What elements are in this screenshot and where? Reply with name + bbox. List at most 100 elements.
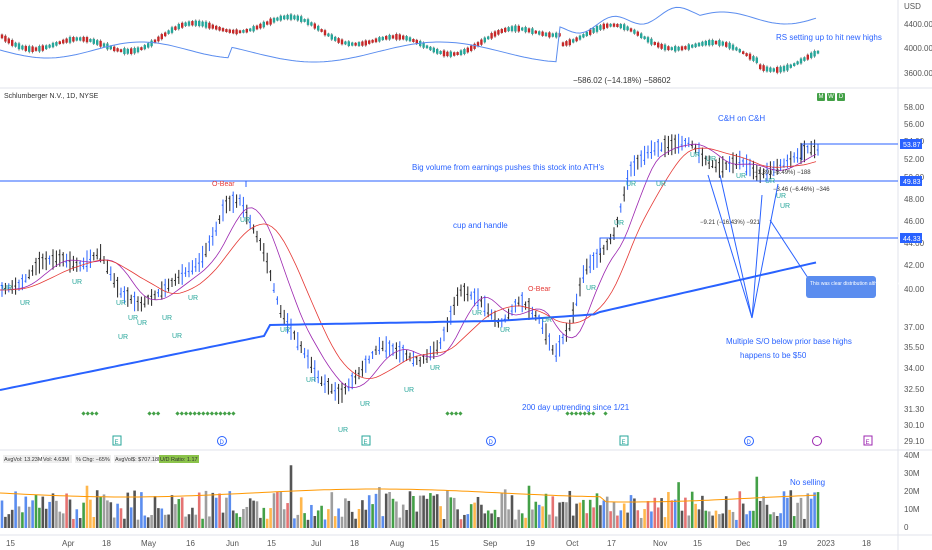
volume-bar bbox=[599, 505, 602, 528]
dividend-marker[interactable] bbox=[486, 436, 496, 446]
index-candle bbox=[279, 15, 282, 21]
timeframe-w-button[interactable]: W bbox=[827, 93, 835, 101]
earnings-marker[interactable] bbox=[863, 435, 873, 446]
volume-bar bbox=[527, 485, 531, 528]
volume-bar bbox=[663, 517, 667, 528]
volume-bar bbox=[439, 506, 442, 528]
ur-label: UR bbox=[626, 181, 636, 188]
index-candle bbox=[650, 38, 653, 45]
index-candle bbox=[286, 14, 289, 20]
ur-label: UR bbox=[430, 365, 440, 372]
index-candle bbox=[776, 67, 779, 73]
index-candle bbox=[786, 64, 789, 71]
index-candle bbox=[21, 45, 24, 50]
volume-bar bbox=[616, 515, 619, 528]
volume-bar bbox=[4, 516, 7, 528]
index-candle bbox=[803, 57, 806, 61]
volume-bar bbox=[299, 497, 303, 528]
earnings-marker[interactable] bbox=[619, 435, 629, 446]
volume-bar bbox=[639, 517, 643, 528]
diamond-marker bbox=[94, 411, 99, 416]
index-candle bbox=[68, 36, 72, 43]
index-candle bbox=[541, 31, 544, 36]
volume-y-tick: 20M bbox=[904, 487, 920, 496]
volume-bar bbox=[150, 515, 153, 528]
index-candle bbox=[330, 34, 333, 40]
index-candle bbox=[381, 36, 384, 41]
volume-bar bbox=[415, 511, 419, 528]
volume-bar bbox=[503, 489, 507, 528]
price-y-tick: 58.00 bbox=[904, 103, 925, 112]
volume-bar bbox=[412, 495, 415, 528]
index-candle bbox=[425, 45, 429, 49]
volume-bar bbox=[41, 496, 45, 528]
index-candle bbox=[48, 44, 51, 48]
volume-bar bbox=[146, 517, 150, 528]
dividend-marker[interactable] bbox=[744, 436, 754, 446]
index-candle bbox=[317, 25, 320, 31]
volume-bar bbox=[738, 491, 742, 528]
index-candle bbox=[504, 27, 507, 32]
index-candle bbox=[718, 40, 721, 46]
volume-bar bbox=[136, 519, 140, 528]
index-candle bbox=[602, 23, 605, 30]
volume-bar bbox=[194, 514, 198, 528]
index-candle bbox=[643, 36, 646, 40]
index-candle bbox=[79, 37, 82, 41]
split-marker[interactable] bbox=[812, 436, 822, 446]
volume-bar bbox=[119, 508, 123, 528]
index-candle bbox=[606, 23, 609, 28]
time-axis: 15 Apr 18 May 16 Jun 15 Jul 18 Aug 15 Sep 19 Oct 17 Nov… bbox=[6, 539, 871, 548]
volume-bar bbox=[350, 511, 354, 528]
earnings-marker[interactable] bbox=[112, 435, 122, 446]
diamond-marker bbox=[586, 411, 592, 416]
time-axis-label: 18 bbox=[350, 539, 359, 548]
volume-bar bbox=[99, 496, 102, 528]
index-candle bbox=[211, 24, 214, 29]
volume-bar bbox=[755, 476, 759, 528]
volume-bar bbox=[31, 500, 34, 528]
volume-bar bbox=[184, 516, 187, 528]
volume-y-tick: 30M bbox=[904, 469, 920, 478]
volume-bar bbox=[622, 503, 626, 528]
dividend-marker[interactable] bbox=[217, 436, 227, 446]
volume-bar bbox=[340, 516, 344, 528]
index-candle bbox=[313, 23, 316, 29]
diamond-marker bbox=[603, 411, 608, 416]
index-candle bbox=[813, 50, 816, 57]
index-candle bbox=[272, 17, 276, 23]
ur-label: UR bbox=[614, 220, 624, 227]
volume-bar bbox=[310, 504, 313, 528]
ch-note: C&H on C&H bbox=[718, 114, 765, 123]
diamond-marker bbox=[205, 411, 210, 416]
index-candle bbox=[221, 28, 225, 32]
ur-label: UR bbox=[765, 178, 775, 185]
timeframe-m-button[interactable]: M bbox=[817, 93, 825, 101]
volume-bar bbox=[381, 516, 385, 528]
diamond-marker bbox=[231, 411, 236, 416]
volume-bar bbox=[259, 517, 262, 528]
volume-bar bbox=[520, 513, 524, 528]
volume-bar bbox=[789, 490, 793, 528]
index-candle bbox=[633, 29, 636, 34]
volume-bar bbox=[27, 506, 31, 528]
index-candle bbox=[306, 19, 310, 25]
timeframe-d-button[interactable]: D bbox=[837, 93, 845, 101]
index-candle bbox=[402, 35, 405, 40]
index-candle bbox=[446, 51, 449, 57]
volume-bar bbox=[235, 513, 238, 528]
ur-label: UR bbox=[306, 377, 316, 384]
volume-y-tick: 0 bbox=[904, 523, 909, 532]
volume-bar bbox=[55, 500, 58, 528]
index-candle bbox=[796, 61, 799, 65]
index-candle bbox=[238, 30, 242, 34]
volume-bar bbox=[578, 502, 582, 528]
index-candle bbox=[742, 51, 745, 54]
volume-bar bbox=[779, 513, 782, 528]
price-y-tick: 52.00 bbox=[904, 155, 925, 164]
earnings-marker[interactable] bbox=[361, 435, 371, 446]
index-candle bbox=[745, 53, 748, 57]
volume-bar bbox=[507, 509, 510, 528]
volume-bar bbox=[282, 509, 286, 528]
